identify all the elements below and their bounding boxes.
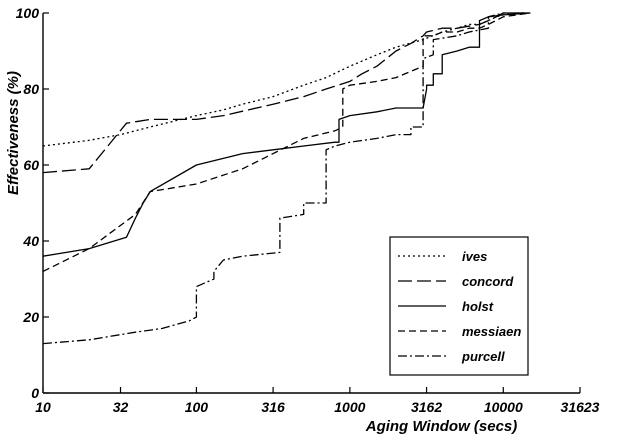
x-axis-label: Aging Window (secs) <box>365 418 518 435</box>
series-line-purcell <box>42 12 531 345</box>
legend-label-messiaen: messiaen <box>462 324 521 339</box>
x-tick-label: 10000 <box>484 399 523 415</box>
x-tick-label: 316 <box>261 399 285 415</box>
x-tick-label: 100 <box>185 399 209 415</box>
y-tick-label: 0 <box>31 385 39 401</box>
legend-label-purcell: purcell <box>461 349 505 364</box>
x-tick-label: 1000 <box>334 399 365 415</box>
y-axis-label: Effectiveness (%) <box>5 71 22 195</box>
legend-label-holst: holst <box>462 299 494 314</box>
y-tick-label: 100 <box>16 5 40 21</box>
y-tick-label: 80 <box>23 81 39 97</box>
x-tick-label: 10 <box>35 399 51 415</box>
y-tick-label: 60 <box>23 157 39 173</box>
series-line-holst <box>42 12 531 257</box>
series-line-ives <box>42 12 531 147</box>
series-line-messiaen <box>42 12 531 272</box>
legend-label-concord: concord <box>462 274 514 289</box>
legend: ives concord holst messiaen purcell <box>389 236 529 376</box>
axes: 0 20 40 60 80 100 10 32 100 316 1000 3162 10000 31623… <box>5 5 600 435</box>
x-tick-label: 31623 <box>561 399 600 415</box>
y-tick-label: 20 <box>22 309 39 325</box>
x-tick-label: 32 <box>113 399 129 415</box>
x-tick-label: 3162 <box>411 399 442 415</box>
y-tick-label: 40 <box>22 233 39 249</box>
series-group <box>42 12 531 345</box>
legend-label-ives: ives <box>462 249 487 264</box>
